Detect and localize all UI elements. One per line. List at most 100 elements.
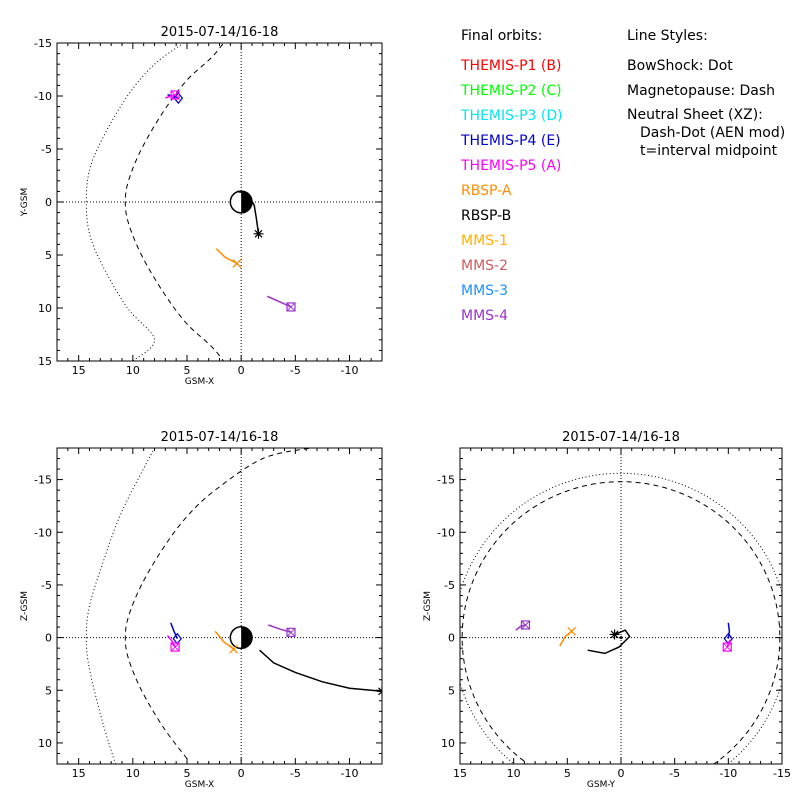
x-tick-label: -10 <box>341 767 359 780</box>
x-tick-label: 0 <box>238 364 245 377</box>
line-styles-block: Line Styles: BowShock: Dot Magnetopause:… <box>627 28 785 159</box>
legend-item-rbsp-b: RBSP-B <box>461 208 511 224</box>
orbit-themis-p4-e <box>727 622 731 639</box>
y-tick-label: 5 <box>45 249 52 262</box>
x-tick-label: 0 <box>618 767 625 780</box>
bow-shock-cross-section <box>460 472 782 764</box>
x-tick-label: 5 <box>564 767 571 780</box>
line-style-5: t=interval midpoint <box>640 143 778 159</box>
marker-mms-4 <box>286 302 296 312</box>
orbit-themis-p5-a <box>166 635 176 648</box>
legend-item-rbsp-a: RBSP-A <box>461 183 512 199</box>
line-style-2: Magnetopause: Dash <box>627 83 775 99</box>
legend-item-mms-3: MMS-3 <box>461 283 508 299</box>
y-tick-label: -10 <box>34 526 52 539</box>
marker-mms-4-x2 <box>286 627 296 637</box>
bow-shock-line <box>85 448 155 764</box>
plot-frame <box>459 447 783 765</box>
line-style-4: Dash-Dot (AEN mod) <box>640 125 785 141</box>
y-axis-label: Z-GSM <box>423 591 433 621</box>
earth-night-side <box>241 626 253 649</box>
y-tick-label: 0 <box>45 632 52 645</box>
marker-themis-p5-a-x2 <box>722 642 732 652</box>
marker-themis-p5-a <box>170 90 180 100</box>
y-tick-label: 0 <box>45 196 52 209</box>
legend-block: Final orbits: THEMIS-P1 (B) THEMIS-P2 (C)… <box>460 28 563 324</box>
marker-themis-p5-a <box>170 642 180 652</box>
x-tick-label: 5 <box>184 767 191 780</box>
y-tick-label: -10 <box>437 526 455 539</box>
legend-heading: Final orbits: <box>461 28 542 44</box>
marker-rbsp-a <box>567 626 577 636</box>
earth-night-side <box>241 191 252 213</box>
plot-area <box>57 43 382 361</box>
marker-mms-4-x2 <box>286 302 296 312</box>
marker-mms-4 <box>520 620 531 630</box>
y-tick-label: 10 <box>441 737 455 750</box>
chart-panel-yz: 2015-07-14/16-18 15 10 5 0 -5 -10 -15 -15 -10 -5 0 5… <box>423 430 791 790</box>
plot-area <box>460 448 782 764</box>
legend-item-mms-1: MMS-1 <box>461 233 508 249</box>
orbit-rbsp-b <box>587 629 631 655</box>
x-tick-label: -15 <box>773 767 791 780</box>
marker-themis-p4-e <box>173 92 184 105</box>
y-tick-label: 5 <box>448 684 455 697</box>
x-tick-label: 10 <box>507 767 521 780</box>
x-tick-label: 10 <box>126 767 140 780</box>
y-tick-label: 10 <box>38 302 52 315</box>
x-tick-label: -5 <box>669 767 680 780</box>
legend-item-mms-2: MMS-2 <box>461 258 508 274</box>
x-tick-label: -10 <box>341 364 359 377</box>
x-axis-label: GSM-X <box>185 377 214 387</box>
x-tick-label: 5 <box>184 364 191 377</box>
y-tick-label: 10 <box>38 737 52 750</box>
chart-panel-xz: 2015-07-14/16-18 15 10 5 0 -5 -10 -15 -10 -5 0 5 10 G… <box>20 430 383 790</box>
y-tick-label: 0 <box>448 632 455 645</box>
orbit-themis-p4-e <box>170 622 178 640</box>
x-tick-label: 0 <box>238 767 245 780</box>
x-tick-label: -10 <box>719 767 737 780</box>
legend-item-themis-p1-b: THEMIS-P1 (B) <box>460 58 561 74</box>
plot-frame <box>56 447 383 765</box>
legend-item-themis-p3-d: THEMIS-P3 (D) <box>460 108 563 124</box>
y-tick-label: -5 <box>41 579 52 592</box>
y-tick-label: -15 <box>34 474 52 487</box>
line-styles-heading: Line Styles: <box>627 28 708 44</box>
magnetopause-line <box>124 43 225 361</box>
orbit-rbsp-b <box>236 190 260 234</box>
marker-themis-p5-a-x2 <box>170 642 180 652</box>
plot-area <box>57 448 382 764</box>
x-tick-label: 15 <box>453 767 467 780</box>
y-axis-label: Y-GSM <box>20 188 30 217</box>
x-tick-label: -5 <box>290 767 301 780</box>
marker-rbsp-a <box>232 259 242 268</box>
y-tick-label: -15 <box>34 37 52 50</box>
x-axis-label: GSM-Y <box>587 780 616 790</box>
chart-title: 2015-07-14/16-18 <box>161 25 279 40</box>
orbit-rbsp-a <box>215 248 238 265</box>
x-tick-label: 15 <box>72 364 86 377</box>
magnetopause-line <box>124 448 311 760</box>
magnetopause-cross-section <box>461 481 781 764</box>
legend-item-themis-p4-e: THEMIS-P4 (E) <box>460 133 561 149</box>
marker-themis-p5-a-x2 <box>170 90 180 100</box>
marker-rbsp-b <box>253 228 264 239</box>
marker-rbsp-a <box>229 644 239 654</box>
line-style-3: Neutral Sheet (XZ): <box>627 107 763 123</box>
marker-themis-p5-a <box>722 642 732 652</box>
marker-rbsp-b <box>377 686 382 697</box>
y-tick-label: 5 <box>45 684 52 697</box>
marker-rbsp-b <box>609 629 620 640</box>
y-tick-label: 15 <box>38 355 52 368</box>
chart-panel-xy: 2015-07-14/16-18 15 10 5 0 -5 -10 -15 -10 -5 0 5 10 1… <box>20 25 383 387</box>
y-tick-label: -5 <box>444 579 455 592</box>
y-tick-label: -5 <box>41 143 52 156</box>
y-tick-label: -15 <box>437 474 455 487</box>
x-axis-label: GSM-X <box>185 780 214 790</box>
y-tick-label: -10 <box>34 90 52 103</box>
marker-mms-4-x2 <box>521 620 530 630</box>
legend-item-mms-4: MMS-4 <box>461 308 508 324</box>
line-style-1: BowShock: Dot <box>627 58 733 74</box>
legend-item-themis-p5-a: THEMIS-P5 (A) <box>460 158 561 174</box>
